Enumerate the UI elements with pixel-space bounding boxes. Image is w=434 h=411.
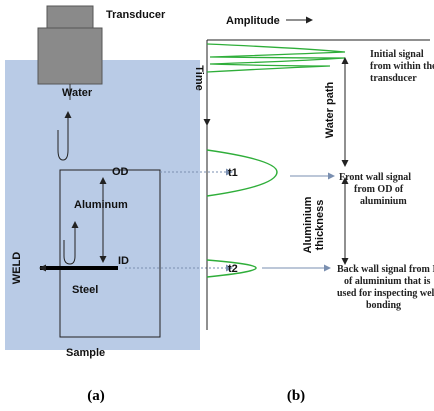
initial-signal: [206, 43, 346, 73]
front-wall-signal: [206, 149, 278, 197]
label: from within the: [370, 61, 434, 72]
back-wall-signal: [206, 259, 257, 278]
label: Transducer: [106, 9, 166, 21]
label: Water: [62, 87, 93, 99]
transducer-head: [46, 5, 94, 29]
label: used for inspecting weld: [337, 288, 434, 299]
label: t1: [228, 167, 238, 179]
label: Aluminum: [74, 199, 128, 211]
label: Water path: [324, 82, 336, 139]
sample-box: [59, 169, 161, 338]
label: Steel: [72, 284, 98, 296]
label: WELD: [11, 252, 23, 284]
label: Front wall signal: [339, 172, 411, 183]
label: ID: [118, 255, 129, 267]
echo-arrow: [57, 111, 72, 161]
label: Back wall signal from ID: [337, 264, 434, 275]
label: Initial signal: [370, 49, 424, 60]
axis-label: Amplitude: [226, 15, 280, 27]
label: thickness: [314, 200, 326, 251]
transducer-body: [37, 27, 103, 85]
label: aluminium: [360, 196, 407, 207]
label: t2: [228, 263, 238, 275]
caption: (b): [287, 388, 305, 404]
caption: (a): [87, 388, 105, 404]
label: Sample: [66, 347, 105, 359]
label: transducer: [370, 73, 417, 84]
internal-echo-arrow: [63, 221, 79, 265]
label: from OD of: [354, 184, 404, 195]
label: of aluminium that is: [344, 276, 431, 287]
label: bonding: [366, 300, 401, 311]
axis-label: Time: [193, 65, 205, 90]
label: Aluminium: [302, 196, 314, 253]
label: OD: [112, 166, 129, 178]
